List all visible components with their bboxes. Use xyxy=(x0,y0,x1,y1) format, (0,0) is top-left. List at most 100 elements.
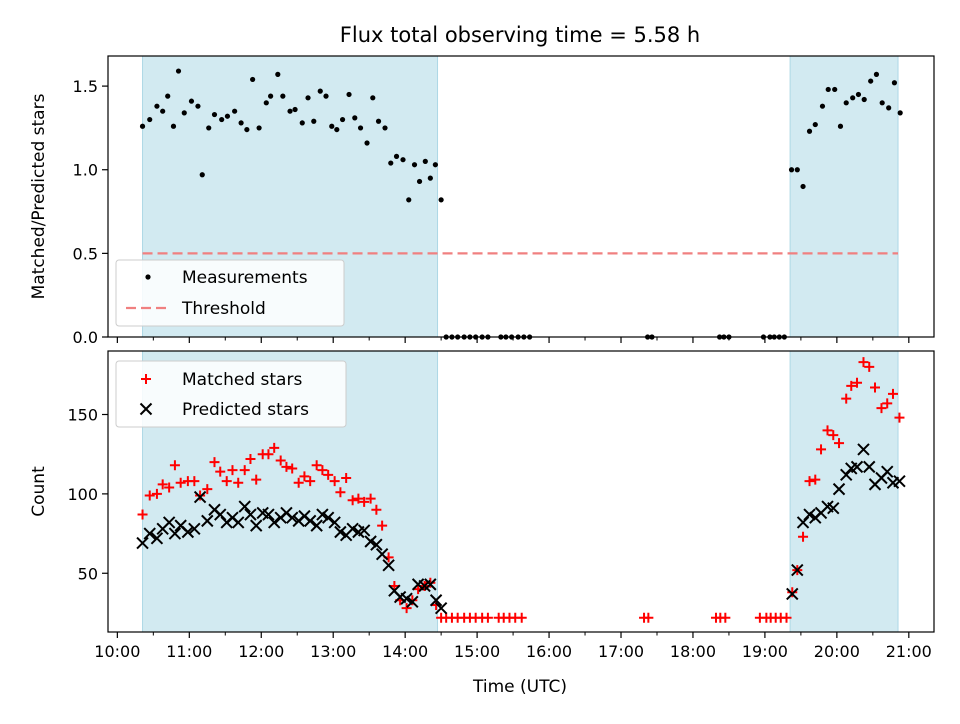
measurement-point xyxy=(211,111,218,118)
measurement-point xyxy=(411,162,418,168)
predicted-star-point xyxy=(214,508,227,521)
matched-star-point xyxy=(347,495,358,506)
predicted-star-point xyxy=(406,595,419,609)
legend-predicted-label: Predicted stars xyxy=(182,400,309,420)
predicted-star-point xyxy=(238,500,251,513)
x-tick-label: 15:00 xyxy=(454,642,500,661)
top-y-axis-label: Matched/Predicted stars xyxy=(29,93,49,299)
measurement-point xyxy=(339,116,346,123)
top-y-tick-label: 1.0 xyxy=(73,161,98,180)
measurement-point xyxy=(422,158,428,164)
predicted-star-point xyxy=(400,592,413,605)
predicted-star-point xyxy=(893,474,906,488)
predicted-star-point xyxy=(310,519,323,532)
matched-star-point xyxy=(175,477,186,488)
measurement-point xyxy=(329,123,335,129)
top-shaded-interval xyxy=(789,55,899,338)
measurement-point xyxy=(819,103,826,109)
measurement-point xyxy=(432,162,438,168)
matched-star-point xyxy=(720,612,731,623)
measurement-point xyxy=(873,71,880,77)
matched-star-point xyxy=(287,463,298,474)
matched-star-point xyxy=(281,461,292,472)
measurement-point xyxy=(224,113,231,119)
matched-star-point xyxy=(239,465,250,476)
predicted-star-point xyxy=(827,501,840,515)
measurement-point xyxy=(311,118,317,124)
predicted-star-point xyxy=(201,514,214,528)
predicted-star-point xyxy=(429,594,443,607)
predicted-star-point xyxy=(370,538,383,551)
predicted-star-point xyxy=(803,508,816,521)
matched-star-point xyxy=(144,490,155,501)
matched-star-point xyxy=(293,477,304,488)
matched-star-point xyxy=(221,476,232,487)
legend-matched-marker xyxy=(141,374,151,384)
measurement-point xyxy=(843,100,849,106)
measurement-point xyxy=(438,197,444,203)
matched-star-point xyxy=(822,425,833,436)
measurement-point xyxy=(886,105,892,111)
matched-star-point xyxy=(263,449,274,460)
matched-star-point xyxy=(371,504,382,515)
matched-star-point xyxy=(834,438,845,449)
matched-star-point xyxy=(798,531,809,542)
top-panel: 0.0 0.5 1.0 1.5 Matched/Predicted stars Measu… xyxy=(29,55,935,347)
x-tick-label: 14:00 xyxy=(382,642,428,661)
matched-star-point xyxy=(245,453,256,464)
bottom-y-tick-label: 100 xyxy=(67,485,98,504)
measurement-point xyxy=(181,110,187,116)
matched-star-point xyxy=(215,466,226,477)
matched-star-point xyxy=(804,476,815,487)
matched-star-point xyxy=(816,444,827,455)
matched-star-point xyxy=(377,520,388,531)
x-tick-label: 18:00 xyxy=(670,642,716,661)
matched-star-point xyxy=(858,357,869,368)
matched-star-point xyxy=(323,469,334,480)
matched-star-point xyxy=(209,457,220,468)
matched-star-point xyxy=(841,393,852,404)
matched-star-point xyxy=(195,490,206,501)
matched-star-point xyxy=(329,476,340,487)
matched-star-point xyxy=(894,412,905,423)
matched-star-point xyxy=(251,474,262,485)
measurement-point xyxy=(375,118,382,124)
measurement-point xyxy=(199,172,205,178)
x-tick-label: 11:00 xyxy=(166,642,212,661)
matched-star-point xyxy=(787,587,798,598)
predicted-star-point xyxy=(786,587,799,601)
x-tick-label: 17:00 xyxy=(598,642,644,661)
measurement-point xyxy=(879,100,885,106)
measurement-point xyxy=(292,106,298,113)
x-tick-label: 20:00 xyxy=(814,642,860,661)
measurement-point xyxy=(287,108,293,114)
measurement-point xyxy=(188,98,195,104)
x-tick-label: 10:00 xyxy=(94,642,140,661)
legend-matched-label: Matched stars xyxy=(182,370,302,390)
matched-star-point xyxy=(864,361,875,372)
predicted-star-point xyxy=(244,508,257,521)
legend-measurements-marker xyxy=(145,274,151,280)
predicted-star-point xyxy=(832,482,846,496)
matched-star-point xyxy=(269,442,280,453)
measurement-point xyxy=(891,80,898,86)
measurement-point xyxy=(175,68,182,74)
matched-star-point xyxy=(151,488,162,499)
measurement-point xyxy=(232,108,238,114)
matched-star-point xyxy=(189,476,200,487)
measurement-point xyxy=(406,197,412,203)
predicted-star-point xyxy=(328,516,341,529)
x-tick-label: 21:00 xyxy=(886,642,932,661)
predicted-star-point xyxy=(285,511,299,524)
predicted-star-point xyxy=(434,601,448,615)
measurement-point xyxy=(800,183,806,190)
measurement-point xyxy=(219,116,225,123)
matched-star-point xyxy=(137,509,148,520)
predicted-star-point xyxy=(334,525,347,539)
predicted-star-point xyxy=(375,548,389,561)
x-tick-label: 13:00 xyxy=(310,642,356,661)
measurement-point xyxy=(897,110,903,116)
measurement-point xyxy=(868,78,874,84)
